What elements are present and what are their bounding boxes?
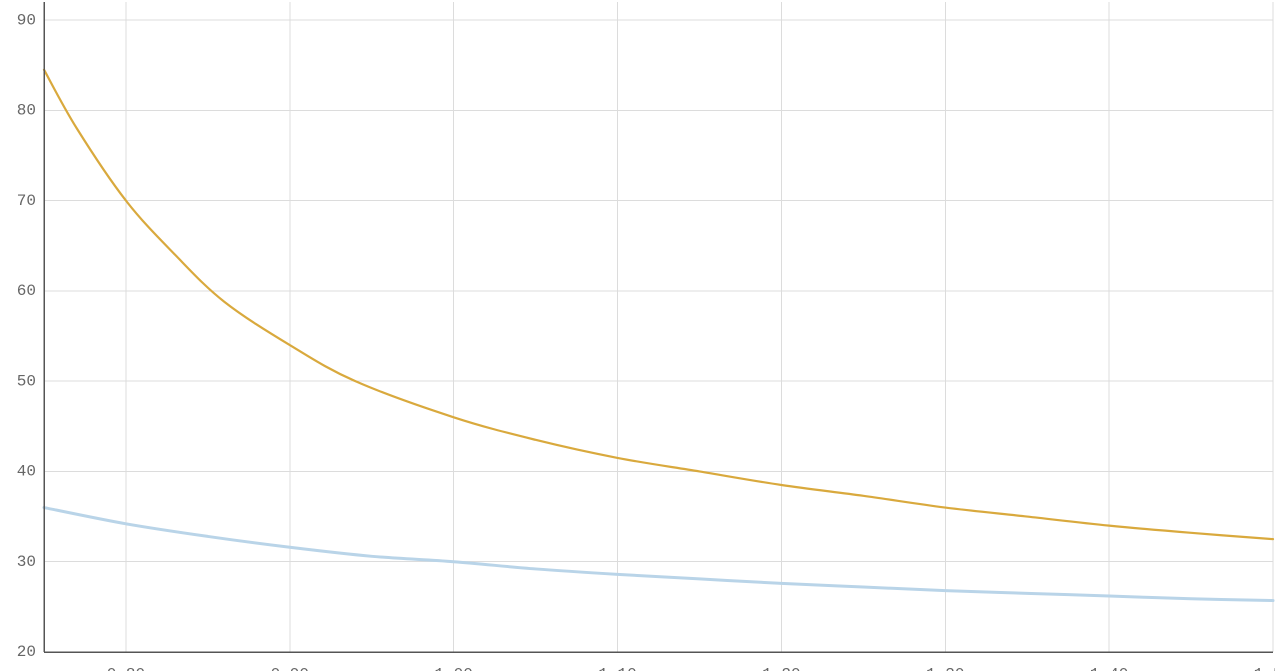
x-tick-label: 1.00	[434, 665, 472, 671]
line-chart: 20 30 40 50 60 70 80 90 0.80 0.90 1.00 1.10 1.20 1.30…	[0, 0, 1275, 671]
y-tick-label: 20	[17, 643, 36, 661]
y-tick-label: 90	[17, 11, 36, 29]
x-tick-label: 1.20	[762, 665, 800, 671]
x-tick-label: 1.50	[1254, 665, 1275, 671]
y-tick-label: 70	[17, 192, 36, 210]
x-tick-label: 1.30	[926, 665, 964, 671]
y-tick-label: 80	[17, 102, 36, 120]
y-tick-label: 50	[17, 372, 36, 390]
x-tick-label: 0.90	[271, 665, 309, 671]
y-tick-label: 40	[17, 463, 36, 481]
chart-svg: 20 30 40 50 60 70 80 90 0.80 0.90 1.00 1.10 1.20 1.30…	[0, 0, 1275, 671]
x-tick-label: 0.80	[107, 665, 145, 671]
y-tick-label: 30	[17, 553, 36, 571]
x-tick-label: 1.10	[598, 665, 636, 671]
y-tick-label: 60	[17, 282, 36, 300]
x-tick-label: 1.40	[1090, 665, 1128, 671]
